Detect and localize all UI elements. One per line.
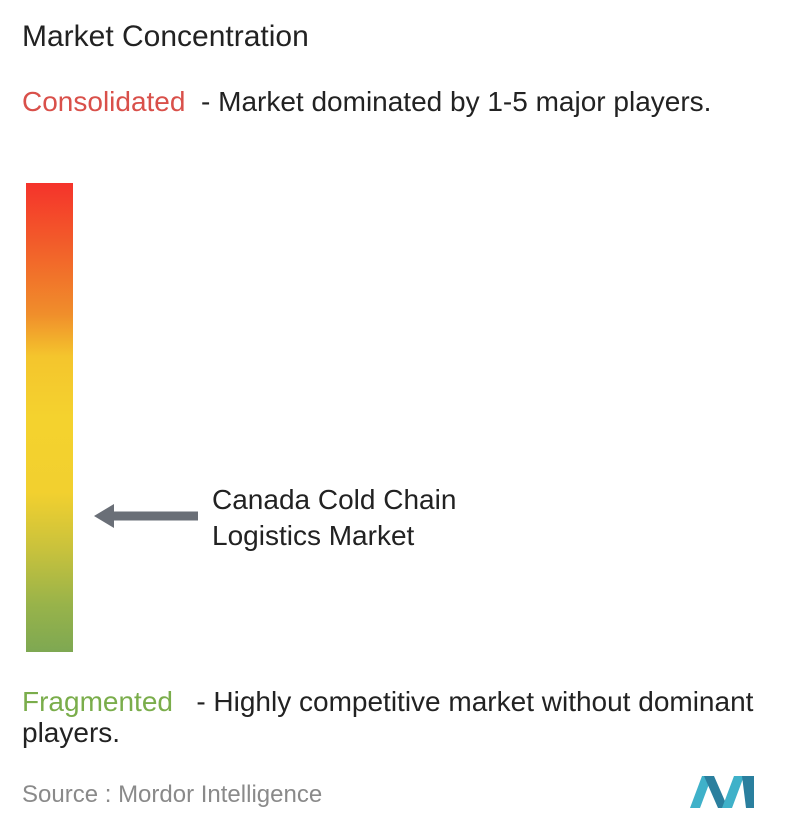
- title: Market Concentration: [22, 20, 309, 53]
- fragmented-description: - Highly competitive market without domi…: [22, 686, 754, 748]
- fragmented-label: Fragmented: [22, 686, 173, 717]
- logo-part: [742, 776, 754, 808]
- source-label: Source :: [22, 781, 112, 808]
- logo-part: [722, 776, 744, 808]
- logo-part: [704, 776, 728, 808]
- consolidated-legend: Consolidated - Market dominated by 1-5 m…: [22, 86, 782, 117]
- source-name: Mordor Intelligence: [118, 781, 323, 808]
- market-label: Canada Cold Chain Logistics Market: [212, 484, 457, 551]
- consolidated-label: Consolidated: [22, 86, 186, 117]
- arrow-head: [94, 504, 114, 528]
- marker-arrow: [94, 504, 198, 528]
- logo: [690, 776, 754, 808]
- concentration-gradient-bar: [26, 183, 73, 652]
- fragmented-legend: Fragmented - Highly competitive market w…: [22, 686, 792, 748]
- source: Source : Mordor Intelligence: [22, 781, 322, 809]
- logo-part: [690, 776, 712, 808]
- consolidated-description: - Market dominated by 1-5 major players.: [201, 86, 712, 117]
